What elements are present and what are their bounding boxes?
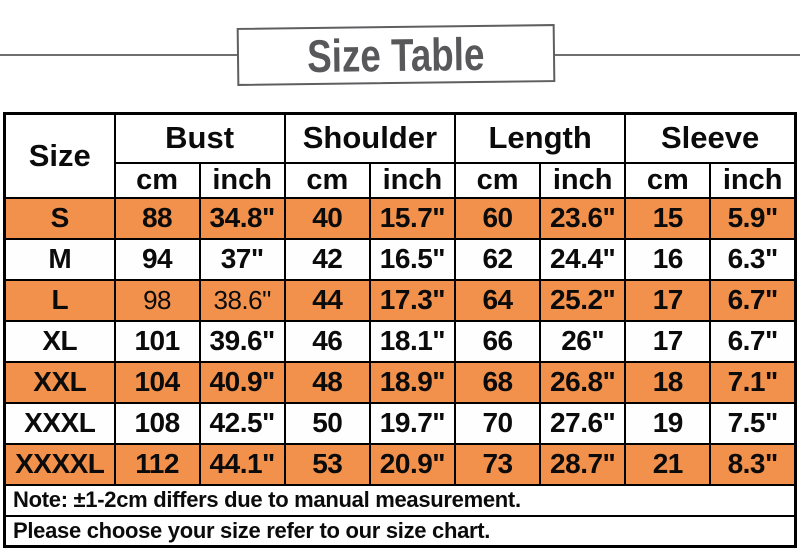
- note-row: Please choose your size refer to our siz…: [3, 514, 797, 548]
- measurement-cell: 88: [113, 196, 201, 240]
- measurement-cell: 5.9": [709, 196, 797, 240]
- size-table: Size Bust Shoulder Length Sleeve cm inch…: [3, 112, 797, 548]
- table-row: XXXXL 112 44.1" 53 20.9" 73 28.7" 21 8.3": [3, 442, 797, 486]
- measurement-cell: 42: [283, 237, 371, 281]
- size-label: XL: [3, 319, 116, 363]
- measurement-cell: 18: [624, 360, 712, 404]
- unit-header-row: cm inch cm inch cm inch cm inch: [5, 161, 797, 199]
- unit-header-cm: cm: [283, 161, 371, 199]
- banner-line-right: [553, 54, 800, 56]
- measurement-cell: 17: [624, 278, 712, 322]
- size-table-notes: Note: ±1-2cm differs due to manual measu…: [3, 483, 797, 548]
- col-header-sleeve: Sleeve: [624, 112, 797, 164]
- measurement-cell: 39.6": [198, 319, 286, 363]
- measurement-cell: 94: [113, 237, 201, 281]
- unit-header-cm: cm: [453, 161, 542, 199]
- measurement-cell: 112: [113, 442, 201, 486]
- measurement-cell: 42.5": [198, 401, 286, 445]
- unit-header-inch: inch: [368, 161, 457, 199]
- measurement-cell: 24.4": [539, 237, 627, 281]
- measurement-cell: 6.7": [709, 278, 797, 322]
- measurement-cell: 38.6": [198, 278, 286, 322]
- group-header-row: Size Bust Shoulder Length Sleeve: [3, 112, 797, 199]
- measurement-cell: 15.7": [368, 196, 457, 240]
- measurement-cell: 101: [113, 319, 201, 363]
- size-label: XXXXL: [3, 442, 116, 486]
- measurement-cell: 70: [453, 401, 542, 445]
- measurement-cell: 27.6": [539, 401, 627, 445]
- unit-header-inch: inch: [709, 161, 797, 199]
- measurement-cell: 19: [624, 401, 712, 445]
- col-header-bust: Bust: [113, 112, 286, 164]
- size-label: L: [3, 278, 116, 322]
- measurement-cell: 108: [113, 401, 201, 445]
- unit-header-cm: cm: [624, 161, 712, 199]
- table-row: XL 101 39.6" 46 18.1" 66 26" 17 6.7": [3, 319, 797, 363]
- measurement-cell: 64: [453, 278, 542, 322]
- unit-header-inch: inch: [539, 161, 627, 199]
- measurement-cell: 66: [453, 319, 542, 363]
- measurement-cell: 16: [624, 237, 712, 281]
- measurement-cell: 8.3": [709, 442, 797, 486]
- measurement-cell: 40: [283, 196, 371, 240]
- measurement-cell: 50: [283, 401, 371, 445]
- banner-box: Size Table: [236, 24, 556, 86]
- col-header-length: Length: [453, 112, 627, 164]
- measurement-cell: 40.9": [198, 360, 286, 404]
- measurement-cell: 20.9": [368, 442, 457, 486]
- size-table-body: S 88 34.8" 40 15.7" 60 23.6" 15 5.9" M 94 37" 42 16.5…: [3, 196, 797, 486]
- measurement-cell: 19.7": [368, 401, 457, 445]
- measurement-cell: 68: [453, 360, 542, 404]
- measurement-cell: 7.1": [709, 360, 797, 404]
- measurement-cell: 73: [453, 442, 542, 486]
- size-label: XXXL: [3, 401, 116, 445]
- measurement-cell: 17.3": [368, 278, 457, 322]
- measurement-cell: 104: [113, 360, 201, 404]
- measurement-cell: 6.3": [709, 237, 797, 281]
- measurement-cell: 28.7": [539, 442, 627, 486]
- measurement-cell: 25.2": [539, 278, 627, 322]
- measurement-cell: 26": [539, 319, 627, 363]
- size-table-header: Size Bust Shoulder Length Sleeve cm inch…: [3, 112, 797, 199]
- table-row: XXXL 108 42.5" 50 19.7" 70 27.6" 19 7.5": [3, 401, 797, 445]
- measurement-cell: 17: [624, 319, 712, 363]
- size-label: XXL: [3, 360, 116, 404]
- col-header-shoulder: Shoulder: [283, 112, 457, 164]
- table-row: S 88 34.8" 40 15.7" 60 23.6" 15 5.9": [3, 196, 797, 240]
- measurement-cell: 60: [453, 196, 542, 240]
- measurement-cell: 21: [624, 442, 712, 486]
- measurement-cell: 15: [624, 196, 712, 240]
- note-line-2: Please choose your size refer to our siz…: [3, 514, 797, 548]
- unit-header-inch: inch: [198, 161, 286, 199]
- measurement-cell: 44: [283, 278, 371, 322]
- measurement-cell: 6.7": [709, 319, 797, 363]
- note-row: Note: ±1-2cm differs due to manual measu…: [3, 483, 797, 517]
- page-title: Size Table: [307, 27, 485, 83]
- table-row: L 98 38.6" 44 17.3" 64 25.2" 17 6.7": [3, 278, 797, 322]
- banner-line-left: [0, 54, 241, 56]
- measurement-cell: 37": [198, 237, 286, 281]
- measurement-cell: 48: [283, 360, 371, 404]
- unit-header-cm: cm: [113, 161, 201, 199]
- measurement-cell: 44.1": [198, 442, 286, 486]
- measurement-cell: 23.6": [539, 196, 627, 240]
- measurement-cell: 46: [283, 319, 371, 363]
- measurement-cell: 18.9": [368, 360, 457, 404]
- measurement-cell: 26.8": [539, 360, 627, 404]
- measurement-cell: 53: [283, 442, 371, 486]
- measurement-cell: 16.5": [368, 237, 457, 281]
- banner: Size Table: [0, 0, 800, 112]
- measurement-cell: 98: [113, 278, 201, 322]
- size-label: S: [3, 196, 116, 240]
- measurement-cell: 62: [453, 237, 542, 281]
- table-row: M 94 37" 42 16.5" 62 24.4" 16 6.3": [3, 237, 797, 281]
- table-row: XXL 104 40.9" 48 18.9" 68 26.8" 18 7.1": [3, 360, 797, 404]
- measurement-cell: 34.8": [198, 196, 286, 240]
- col-header-size: Size: [3, 112, 116, 199]
- note-line-1: Note: ±1-2cm differs due to manual measu…: [3, 483, 797, 517]
- size-label: M: [3, 237, 116, 281]
- measurement-cell: 18.1": [368, 319, 457, 363]
- measurement-cell: 7.5": [709, 401, 797, 445]
